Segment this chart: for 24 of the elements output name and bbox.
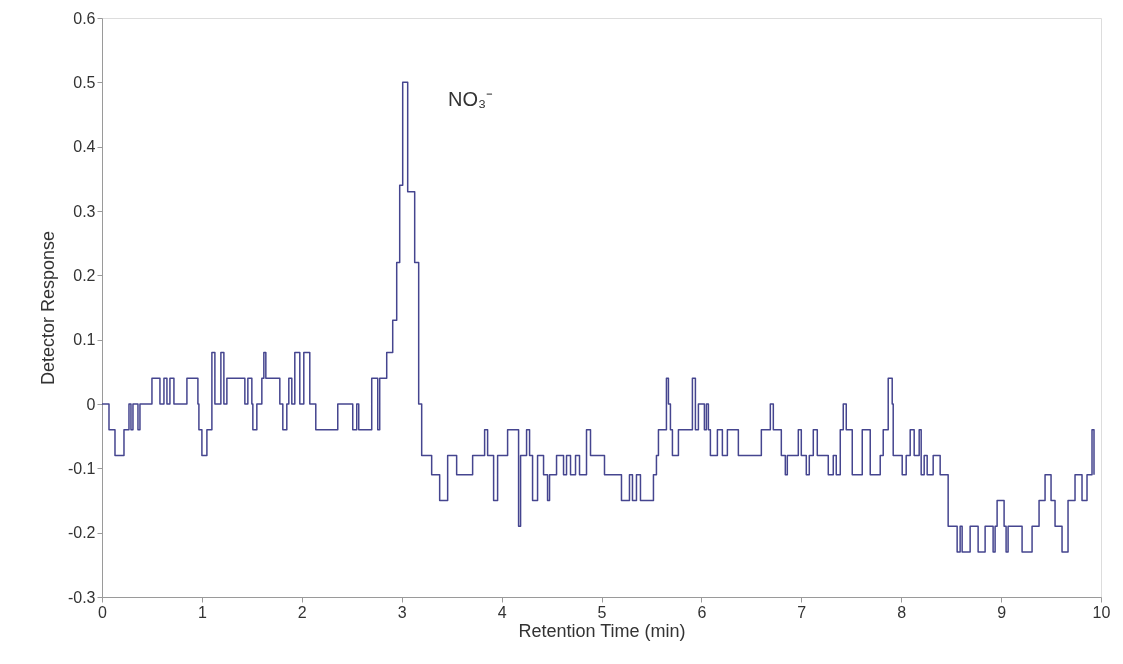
x-tick-label: 3: [397, 603, 407, 621]
x-tick-label: 6: [697, 603, 707, 621]
x-axis-title: Retention Time (min): [518, 620, 686, 641]
x-tick-label: 7: [797, 603, 807, 621]
y-tick-label: 0: [86, 395, 96, 413]
x-tick-label: 2: [297, 603, 307, 621]
y-tick-label: -0.2: [67, 524, 96, 542]
x-tick-label: 1: [197, 603, 207, 621]
y-tick-label: -0.1: [67, 459, 96, 477]
y-tick-label: 0.4: [73, 138, 96, 156]
x-tick-label: 5: [597, 603, 607, 621]
x-tick-label: 10: [1092, 603, 1111, 621]
x-tick-label: 8: [897, 603, 907, 621]
y-tick-label: 0.3: [73, 202, 96, 220]
y-tick-label: 0.6: [73, 9, 96, 27]
annotation: NO₃⁻: [448, 88, 494, 110]
y-tick-label: 0.5: [73, 73, 96, 91]
y-tick-label: 0.2: [73, 266, 96, 284]
y-axis-title: Detector Response: [37, 230, 58, 386]
x-tick-label: 0: [98, 603, 108, 621]
x-tick-label: 4: [497, 603, 507, 621]
y-tick-label: 0.1: [73, 331, 96, 349]
y-tick-label: -0.3: [67, 588, 96, 606]
x-tick-label: 9: [997, 603, 1007, 621]
